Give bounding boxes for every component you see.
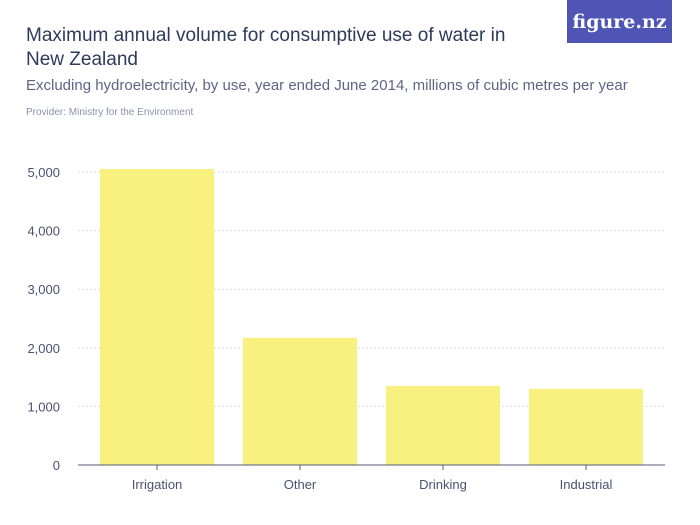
chart-title: Maximum annual volume for consumptive us… <box>26 25 506 70</box>
chart-subtitle: Excluding hydroelectricity, by use, year… <box>26 77 628 94</box>
bar-drinking[interactable] <box>386 385 500 465</box>
data-provider: Provider: Ministry for the Environment <box>26 107 194 118</box>
bar-irrigation[interactable] <box>100 169 214 465</box>
bars <box>100 169 643 465</box>
x-tick-label: Drinking <box>419 477 467 492</box>
y-tick-label: 5,000 <box>27 165 60 180</box>
figure-nz-logo[interactable]: figure.nz <box>567 0 672 43</box>
axes: 0 1,000 2,000 3,000 4,000 5,000 Irrigation Othe… <box>27 165 665 492</box>
y-tick-label: 0 <box>53 458 60 473</box>
x-tick-label: Other <box>284 477 317 492</box>
x-tick-label: Irrigation <box>132 477 183 492</box>
x-tick-label: Industrial <box>560 477 613 492</box>
bar-industrial[interactable] <box>529 388 643 465</box>
y-tick-label: 1,000 <box>27 399 60 414</box>
logo-text: figure.nz <box>572 10 667 33</box>
y-tick-label: 3,000 <box>27 282 60 297</box>
y-tick-label: 2,000 <box>27 341 60 356</box>
y-tick-label: 4,000 <box>27 224 60 239</box>
bar-other[interactable] <box>243 337 357 465</box>
